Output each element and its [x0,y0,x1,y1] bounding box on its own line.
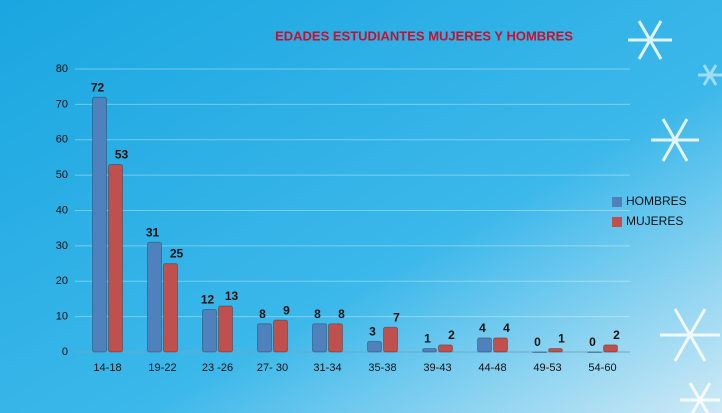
bar [92,96,107,353]
bar [273,319,288,353]
bar [477,337,492,353]
value-label: 8 [259,307,266,321]
bar [163,263,178,353]
y-tick-label: 50 [56,169,68,181]
y-tick-label: 30 [56,240,68,252]
value-label: 12 [201,293,215,307]
value-label: 4 [479,321,486,335]
x-tick-label: 44-48 [478,362,506,374]
value-label: 13 [225,289,239,303]
bar [587,351,602,353]
y-tick-label: 20 [56,275,68,287]
value-label: 31 [146,226,160,240]
x-tick-label: 23 -26 [202,362,233,374]
snowflakes [628,20,722,413]
value-label: 8 [314,307,321,321]
value-label: 9 [283,303,290,317]
bar [218,305,233,353]
x-tick-label: 27- 30 [257,362,288,374]
y-tick-label: 40 [56,204,68,216]
value-label: 53 [115,148,129,162]
bar [603,344,618,353]
value-label: 72 [91,80,105,94]
legend-label: MUJERES [626,214,683,228]
value-label: 25 [170,247,184,261]
legend-swatch [612,217,622,227]
legend-swatch [612,197,622,207]
bar [493,337,508,353]
bar [202,309,217,353]
y-tick-label: 70 [56,98,68,110]
bar [312,323,327,353]
value-label: 4 [503,321,510,335]
x-tick-label: 35-38 [368,362,396,374]
y-tick-label: 60 [56,134,68,146]
x-tick-label: 19-22 [148,362,176,374]
x-tick-label: 39-43 [423,362,451,374]
x-tick-label: 49-53 [533,362,561,374]
value-label: 7 [393,310,400,324]
value-label: 8 [338,307,345,321]
value-label: 0 [589,335,596,349]
value-label: 2 [613,328,620,342]
bar [532,351,547,353]
x-tick-label: 31-34 [313,362,341,374]
chart-title: EDADES ESTUDIANTES MUJERES Y HOMBRES [275,28,573,43]
y-tick-label: 0 [62,346,68,358]
y-tick-label: 10 [56,311,68,323]
value-label: 1 [558,332,565,346]
bar [108,164,123,353]
bar [383,326,398,353]
bar [367,340,382,353]
legend-label: HOMBRES [626,194,687,208]
value-label: 1 [424,332,431,346]
x-tick-label: 14-18 [93,362,121,374]
bar [422,347,437,353]
value-label: 3 [369,325,376,339]
bar [147,241,162,353]
bar [328,323,343,353]
value-label: 2 [448,328,455,342]
y-tick-label: 80 [56,63,68,75]
x-tick-label: 54-60 [588,362,616,374]
bar [438,344,453,353]
value-label: 0 [534,335,541,349]
bar [257,323,272,353]
bar [548,347,563,353]
